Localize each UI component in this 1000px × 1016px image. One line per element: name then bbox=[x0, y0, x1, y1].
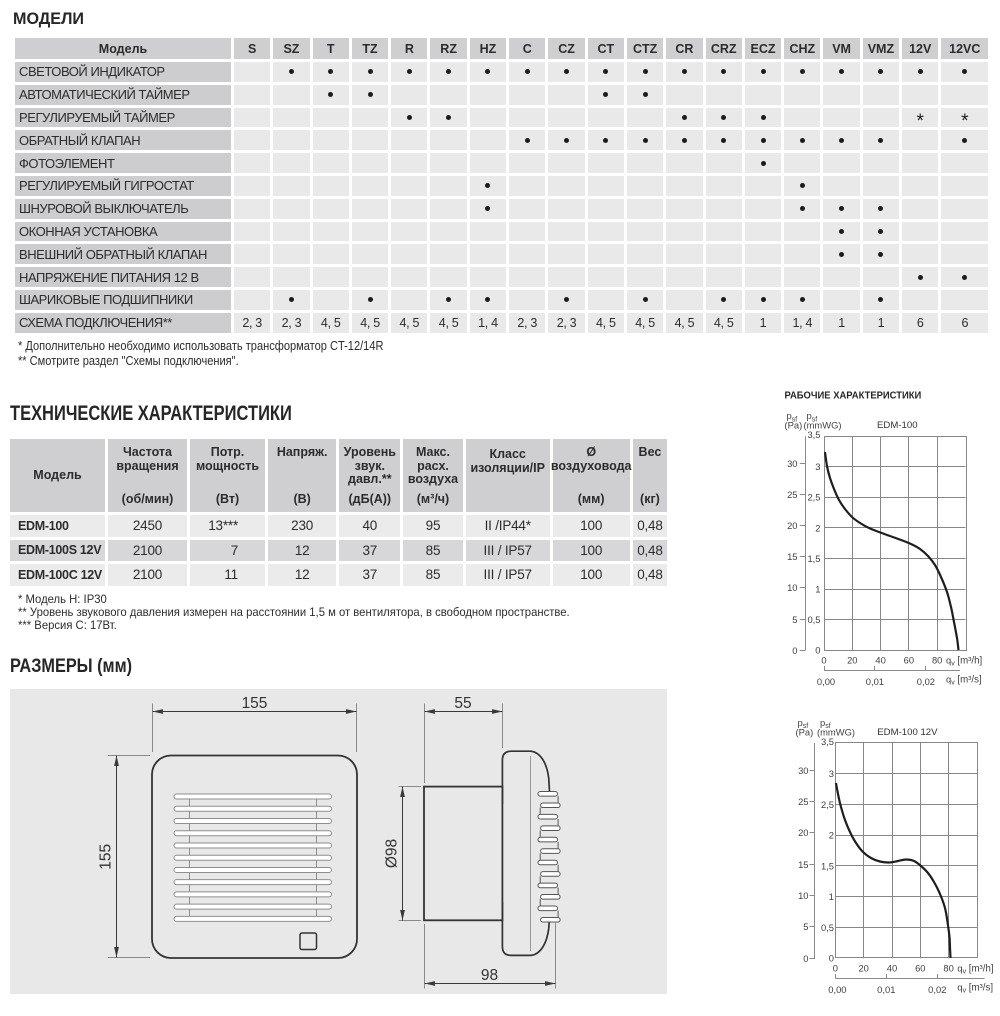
svg-text:2,5: 2,5 bbox=[821, 799, 834, 810]
svg-text:EDM-100 12V: EDM-100 12V bbox=[877, 727, 938, 738]
svg-text:psf: psf bbox=[798, 717, 809, 730]
svg-text:55: 55 bbox=[454, 695, 471, 712]
svg-text:20: 20 bbox=[798, 827, 808, 838]
svg-text:0,01: 0,01 bbox=[866, 676, 884, 687]
svg-text:10: 10 bbox=[798, 890, 808, 901]
svg-text:98: 98 bbox=[481, 967, 498, 984]
svg-text:0,5: 0,5 bbox=[821, 922, 834, 933]
svg-text:(mmWG): (mmWG) bbox=[804, 420, 842, 431]
svg-text:psf: psf bbox=[807, 410, 818, 423]
svg-text:155: 155 bbox=[242, 695, 268, 712]
svg-text:1: 1 bbox=[829, 891, 834, 902]
svg-text:(mmWG): (mmWG) bbox=[817, 726, 855, 737]
svg-text:(Pa): (Pa) bbox=[796, 726, 814, 737]
svg-text:80: 80 bbox=[932, 655, 942, 666]
svg-text:10: 10 bbox=[787, 582, 797, 593]
svg-text:psf: psf bbox=[820, 717, 831, 730]
svg-text:1,5: 1,5 bbox=[807, 553, 820, 564]
svg-text:0: 0 bbox=[803, 953, 808, 964]
svg-text:15: 15 bbox=[787, 551, 797, 562]
svg-text:30: 30 bbox=[787, 458, 797, 469]
svg-text:0,02: 0,02 bbox=[917, 676, 935, 687]
svg-text:30: 30 bbox=[798, 765, 808, 776]
svg-text:1: 1 bbox=[815, 584, 820, 595]
svg-text:Ø98: Ø98 bbox=[384, 839, 401, 868]
svg-text:0,5: 0,5 bbox=[807, 614, 820, 625]
svg-text:qv [m³/h]: qv [m³/h] bbox=[957, 963, 993, 976]
svg-text:40: 40 bbox=[887, 963, 897, 974]
svg-text:1,5: 1,5 bbox=[821, 860, 834, 871]
svg-text:2: 2 bbox=[829, 830, 834, 841]
svg-text:3,5: 3,5 bbox=[821, 736, 834, 747]
svg-text:3: 3 bbox=[829, 768, 834, 779]
svg-text:0,00: 0,00 bbox=[828, 984, 846, 995]
svg-text:0: 0 bbox=[792, 645, 797, 656]
svg-text:psf: psf bbox=[787, 410, 798, 423]
svg-text:20: 20 bbox=[787, 520, 797, 531]
svg-text:0: 0 bbox=[833, 963, 838, 974]
svg-text:РАБОЧИЕ ХАРАКТЕРИСТИКИ: РАБОЧИЕ ХАРАКТЕРИСТИКИ bbox=[785, 390, 922, 402]
svg-text:0: 0 bbox=[821, 655, 826, 666]
svg-text:20: 20 bbox=[858, 963, 868, 974]
svg-text:60: 60 bbox=[915, 963, 925, 974]
svg-text:80: 80 bbox=[943, 963, 953, 974]
svg-text:3,5: 3,5 bbox=[807, 429, 820, 440]
svg-text:3: 3 bbox=[815, 461, 820, 472]
svg-text:qv [m³/s]: qv [m³/s] bbox=[957, 981, 993, 994]
svg-text:0: 0 bbox=[829, 953, 834, 964]
svg-text:2: 2 bbox=[815, 522, 820, 533]
svg-text:15: 15 bbox=[798, 859, 808, 870]
svg-text:0,02: 0,02 bbox=[928, 984, 946, 995]
svg-text:40: 40 bbox=[875, 655, 885, 666]
svg-text:EDM-100: EDM-100 bbox=[877, 420, 918, 431]
svg-text:qv [m³/s]: qv [m³/s] bbox=[946, 673, 982, 686]
svg-text:0,00: 0,00 bbox=[817, 676, 835, 687]
svg-text:60: 60 bbox=[904, 655, 914, 666]
svg-text:5: 5 bbox=[792, 614, 797, 625]
svg-text:(Pa): (Pa) bbox=[785, 420, 803, 431]
svg-text:2,5: 2,5 bbox=[807, 492, 820, 503]
svg-text:25: 25 bbox=[798, 796, 808, 807]
svg-text:0: 0 bbox=[815, 645, 820, 656]
svg-text:25: 25 bbox=[787, 489, 797, 500]
svg-text:5: 5 bbox=[803, 921, 808, 932]
svg-text:qv [m³/h]: qv [m³/h] bbox=[946, 655, 982, 668]
svg-text:20: 20 bbox=[847, 655, 857, 666]
svg-text:155: 155 bbox=[98, 844, 115, 870]
svg-text:0,01: 0,01 bbox=[877, 984, 895, 995]
